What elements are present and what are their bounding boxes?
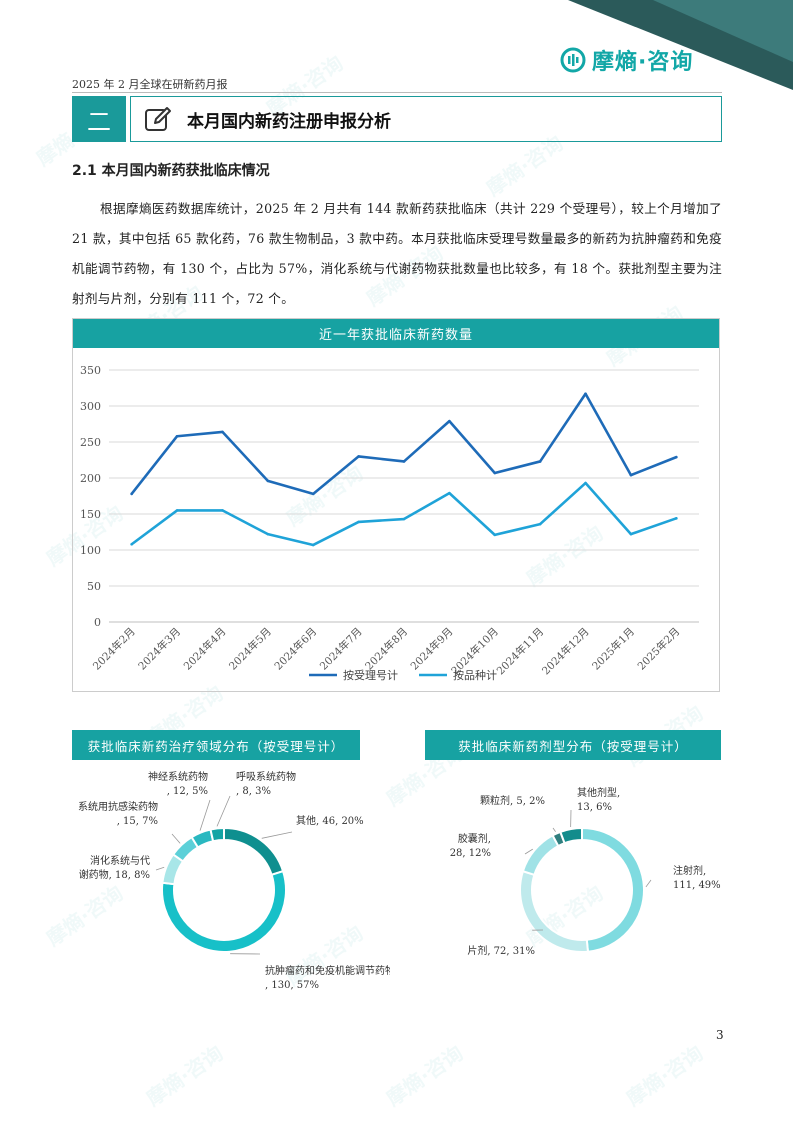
slice-label: 系统用抗感染药物, 15, 7% xyxy=(78,800,158,827)
donut-slice xyxy=(521,834,560,877)
x-tick-label: 2024年7月 xyxy=(317,625,365,673)
data-point xyxy=(402,460,406,463)
corner-decoration-inner xyxy=(653,0,793,62)
data-point xyxy=(221,509,224,512)
slice-label: 消化系统与代谢药物, 18, 8% xyxy=(79,854,150,881)
y-tick-label: 0 xyxy=(94,616,101,629)
donut-slice xyxy=(161,869,287,953)
brand-logo-text: 摩熵·咨询 xyxy=(592,50,694,75)
x-tick-label: 2024年11月 xyxy=(494,625,546,677)
donut-slice xyxy=(223,826,285,877)
data-point xyxy=(175,434,179,438)
data-point xyxy=(448,491,451,495)
data-point xyxy=(221,430,224,434)
data-point xyxy=(402,517,406,521)
x-tick-label: 2024年3月 xyxy=(136,625,184,673)
body-paragraph: 根据摩熵医药数据库统计，2025 年 2 月共有 144 款新药获批临床（共计 … xyxy=(72,201,722,306)
donut-slice xyxy=(581,826,645,953)
data-point xyxy=(629,473,633,477)
donut-slice xyxy=(209,826,225,843)
slice-label: 其他剂型, 13, 6% xyxy=(577,786,620,813)
line-chart-panel: 近一年获批临床新药数量 0 50 100 150 200 250 300 350 2024年2月… xyxy=(72,318,720,692)
slice-label: 注射剂, 111, 49% xyxy=(673,864,721,891)
slice-label: 抗肿瘤药和免疫机能调节药物, 130, 57% xyxy=(265,964,390,991)
header-divider xyxy=(72,92,722,93)
therapeutic-area-donut-chart: 其他, 46, 20% 抗肿瘤药和免疫机能调节药物, 130, 57% 消化系统与代… xyxy=(78,770,390,991)
brand-logo-icon xyxy=(560,47,586,73)
leader-line xyxy=(155,866,165,871)
slice-label: 颗粒剂, 5, 2% xyxy=(480,794,545,807)
donut-slice xyxy=(519,869,590,953)
data-point xyxy=(584,392,587,396)
edit-icon xyxy=(145,107,171,131)
data-point xyxy=(538,460,542,463)
y-tick-label: 150 xyxy=(80,508,101,521)
data-point xyxy=(357,455,360,458)
data-point xyxy=(175,509,179,512)
y-tick-label: 100 xyxy=(80,544,101,557)
leader-line xyxy=(216,795,231,827)
data-point xyxy=(130,492,133,496)
line-chart-title: 近一年获批临床新药数量 xyxy=(73,319,719,348)
pie-chart-2-title: 获批临床新药剂型分布（按受理号计） xyxy=(425,730,721,760)
data-point xyxy=(675,517,678,520)
x-tick-label: 2024年4月 xyxy=(181,625,229,673)
watermark-text: 摩熵·咨询 xyxy=(381,1040,468,1111)
data-point xyxy=(448,419,451,423)
leader-line xyxy=(171,833,181,844)
x-tick-label: 2024年8月 xyxy=(362,625,410,673)
slice-label: 呼吸系统药物, 8, 3% xyxy=(236,770,296,797)
leader-line xyxy=(261,831,293,839)
leader-line xyxy=(552,827,556,832)
y-tick-label: 250 xyxy=(80,436,101,449)
data-point xyxy=(584,481,587,485)
data-point xyxy=(266,532,270,536)
leader-line xyxy=(524,848,533,855)
section-title: 本月国内新药注册申报分析 xyxy=(187,111,391,132)
pie-chart-1-title: 获批临床新药治疗领域分布（按受理号计） xyxy=(72,730,360,760)
brand-logo: 摩熵·咨询 xyxy=(560,44,693,76)
data-point xyxy=(629,532,633,536)
line-chart: 0501001502002503003502024年2月2024年3月2024年… xyxy=(80,364,699,682)
x-tick-label: 2025年1月 xyxy=(589,625,637,673)
data-point xyxy=(311,543,315,547)
legend-label: 按受理号计 xyxy=(343,668,398,682)
page-number: 3 xyxy=(716,1028,724,1042)
data-point xyxy=(493,471,497,475)
x-tick-label: 2024年2月 xyxy=(90,625,138,673)
series-line xyxy=(130,392,678,496)
section-number: 二 xyxy=(72,96,126,142)
data-point xyxy=(538,522,542,526)
leader-line xyxy=(199,799,211,831)
y-tick-label: 200 xyxy=(80,472,101,485)
data-point xyxy=(493,533,497,537)
y-tick-label: 50 xyxy=(87,580,101,593)
x-tick-label: 2024年6月 xyxy=(272,625,320,673)
data-point xyxy=(266,479,270,483)
slice-label: 神经系统药物, 12, 5% xyxy=(148,770,208,797)
x-tick-label: 2024年9月 xyxy=(408,625,456,673)
leader-line xyxy=(645,879,652,888)
document-header-title: 2025 年 2 月全球在研新药月报 xyxy=(72,78,228,91)
x-tick-label: 2024年12月 xyxy=(539,625,591,677)
x-tick-label: 2024年5月 xyxy=(226,625,274,673)
data-point xyxy=(357,520,360,524)
section-heading: 二 本月国内新药注册申报分析 xyxy=(72,96,722,142)
dosage-form-donut-chart: 注射剂, 111, 49% 片剂, 72, 31% 胶囊剂, 28, 12% 颗粒剂, 5… xyxy=(450,786,721,957)
legend-label: 按品种计 xyxy=(453,668,497,682)
slice-label: 胶囊剂, 28, 12% xyxy=(450,832,491,859)
slice-label: 片剂, 72, 31% xyxy=(467,944,535,957)
y-tick-label: 350 xyxy=(80,364,101,377)
y-tick-label: 300 xyxy=(80,400,101,413)
donut-slice xyxy=(559,826,583,845)
data-point xyxy=(675,455,678,459)
data-point xyxy=(130,542,133,546)
section-title-box: 本月国内新药注册申报分析 xyxy=(130,96,722,142)
subsection-title: 2.1 本月国内新药获批临床情况 xyxy=(72,163,270,179)
watermark-text: 摩熵·咨询 xyxy=(621,1040,708,1111)
x-tick-label: 2025年2月 xyxy=(635,625,683,673)
data-point xyxy=(311,492,315,496)
slice-label: 其他, 46, 20% xyxy=(296,814,364,827)
watermark-text: 摩熵·咨询 xyxy=(141,1040,228,1111)
